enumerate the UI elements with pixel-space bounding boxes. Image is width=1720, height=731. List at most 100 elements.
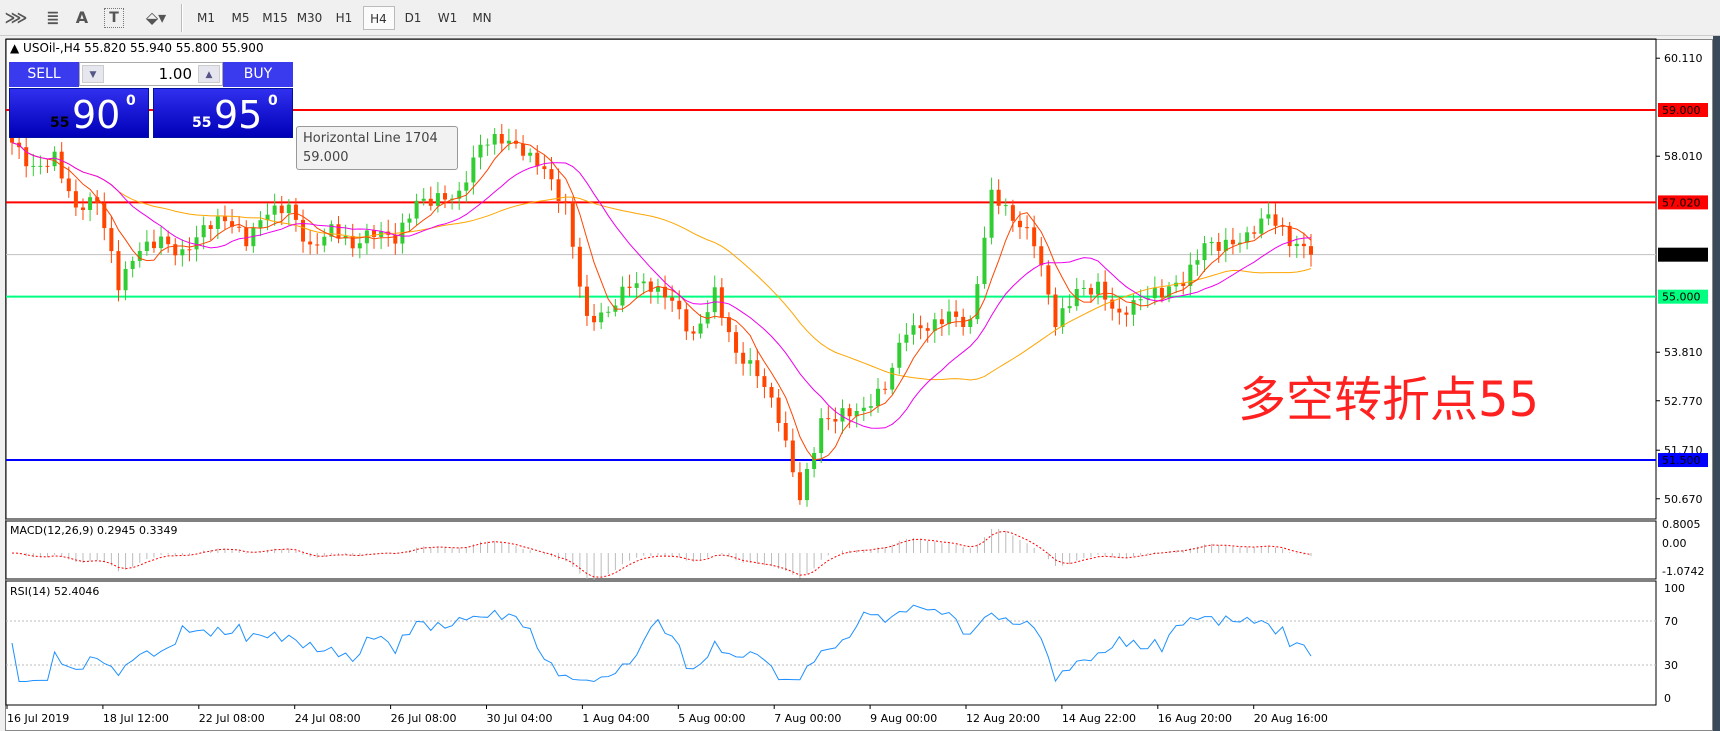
rsi-label: RSI(14) 52.4046 — [10, 585, 100, 598]
object-tooltip: Horizontal Line 1704 59.000 — [296, 126, 458, 170]
candle-body — [1167, 286, 1172, 298]
candle-body — [1138, 299, 1143, 301]
candle-body — [194, 237, 199, 250]
window-border — [1713, 36, 1720, 731]
candle-body — [1195, 260, 1200, 265]
candle-body — [911, 325, 916, 335]
macd-tick-label: 0.8005 — [1662, 518, 1701, 531]
candle-body — [556, 179, 561, 202]
timeframe-w1[interactable]: W1 — [437, 11, 458, 25]
candle-body — [1202, 243, 1207, 261]
candle-body — [123, 268, 128, 291]
candle-body — [102, 203, 107, 229]
rsi-tick-label: 30 — [1664, 659, 1678, 672]
candle-body — [748, 360, 753, 364]
price-tag-label: 57.020 — [1662, 196, 1701, 209]
timeframe-m30[interactable]: M30 — [296, 11, 323, 25]
timeframe-m1[interactable]: M1 — [197, 11, 215, 25]
fibonacci-f-icon[interactable]: ≣ — [46, 8, 59, 27]
candle-body — [457, 190, 462, 199]
candle-body — [918, 325, 923, 329]
sell-tab[interactable]: SELL — [9, 62, 79, 87]
candle-body — [790, 440, 795, 473]
candle-body — [1117, 308, 1122, 313]
candle-body — [755, 360, 760, 377]
rsi-panel-frame — [5, 580, 1657, 706]
candle-body — [954, 311, 959, 317]
candle-body — [634, 283, 639, 288]
candle-body — [443, 193, 447, 200]
toolbar-separator — [181, 4, 183, 32]
candle-body — [833, 419, 838, 422]
arrows-dropdown-icon[interactable]: ⬙▾ — [145, 8, 167, 27]
candle-body — [563, 201, 568, 203]
buy-tab[interactable]: BUY — [223, 62, 293, 87]
candle-body — [1039, 246, 1044, 266]
text-icon[interactable]: A — [75, 8, 89, 27]
candle-body — [301, 219, 306, 242]
candle-body — [989, 189, 994, 238]
price-tick-label: 53.810 — [1664, 346, 1703, 359]
sell-price-pip: 0 — [126, 93, 136, 109]
candle-body — [861, 407, 866, 411]
time-label: 1 Aug 04:00 — [582, 712, 649, 725]
buy-button[interactable]: 55 95 0 — [153, 88, 293, 138]
candle-body — [1252, 232, 1257, 234]
price-tag — [1658, 195, 1708, 210]
timeframe-d1[interactable]: D1 — [404, 11, 422, 25]
symbol-ohlc: USOil-,H4 55.820 55.940 55.800 55.900 — [23, 41, 264, 55]
candle-body — [840, 408, 845, 422]
text-label-icon[interactable]: T — [104, 8, 124, 28]
timeframe-h1[interactable]: H1 — [335, 11, 353, 25]
candle-body — [726, 317, 731, 333]
candle-body — [826, 418, 831, 420]
tooltip-title: Horizontal Line 1704 — [303, 131, 438, 146]
candle-body — [372, 230, 377, 237]
candle-body — [499, 134, 504, 144]
chart-annotation[interactable]: 多空转折点55 — [1238, 372, 1540, 428]
time-label: 18 Jul 12:00 — [103, 712, 169, 725]
candle-body — [73, 191, 78, 208]
candle-body — [592, 315, 597, 323]
lot-increase-button[interactable]: ▲ — [198, 65, 220, 83]
timeframe-h4[interactable]: H4 — [362, 6, 395, 30]
candle-body — [663, 286, 668, 298]
candle-body — [1301, 243, 1306, 247]
candle-body — [684, 309, 689, 332]
lot-size-input[interactable]: ▼ 1.00 ▲ — [79, 62, 223, 86]
lot-decrease-button[interactable]: ▼ — [82, 65, 104, 83]
time-label: 30 Jul 04:00 — [487, 712, 553, 725]
candle-body — [116, 251, 121, 291]
candle-body — [1046, 265, 1051, 295]
sell-button[interactable]: 55 90 0 — [9, 88, 149, 138]
timeframe-m5[interactable]: M5 — [231, 11, 250, 25]
candle-body — [925, 328, 930, 331]
candle-body — [286, 204, 291, 214]
candle-body — [293, 204, 298, 220]
candle-body — [1309, 246, 1313, 255]
chart-window[interactable] — [5, 39, 1713, 731]
candle-body — [109, 228, 114, 252]
timeframe-m15[interactable]: M15 — [262, 11, 288, 25]
candle-body — [237, 226, 242, 228]
candle-body — [577, 246, 582, 287]
buy-price-prefix: 55 — [192, 115, 212, 131]
rsi-tick-label: 0 — [1664, 692, 1671, 705]
candle-body — [222, 216, 227, 222]
timeframe-mn[interactable]: MN — [472, 11, 492, 25]
rsi-line — [11, 604, 1312, 683]
candle-body — [272, 205, 277, 215]
price-tag — [1658, 247, 1708, 262]
price-tag-label: 51.500 — [1662, 454, 1701, 467]
candle-body — [868, 406, 873, 408]
candle-body — [897, 342, 902, 368]
symbol-info: ▲ USOil-,H4 55.820 55.940 55.800 55.900 — [10, 41, 264, 55]
candle-body — [776, 397, 781, 423]
candle-body — [88, 197, 93, 210]
candle-body — [1074, 288, 1079, 307]
candle-body — [606, 311, 611, 313]
price-tag-label: 59.000 — [1662, 104, 1701, 117]
objects-e-icon[interactable]: ⋙ — [4, 8, 28, 27]
candle-body — [1287, 225, 1292, 247]
